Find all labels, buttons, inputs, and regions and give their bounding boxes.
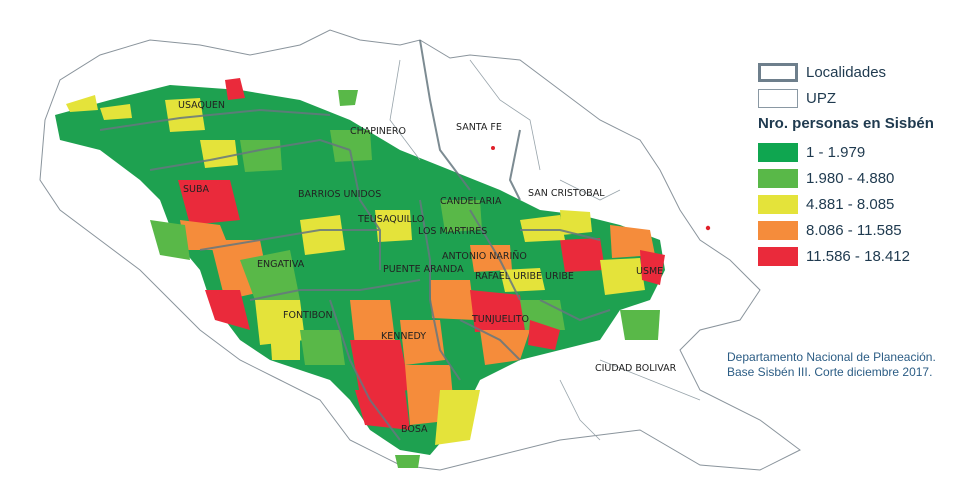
legend-label-class-2: 1.980 - 4.880 — [806, 169, 895, 187]
class-1-swatch — [758, 142, 798, 162]
locality-label-engativa: ENGATIVA — [257, 259, 305, 270]
locality-label-kennedy: KENNEDY — [381, 331, 426, 342]
upz-swatch — [758, 88, 798, 108]
legend-label-class-4: 8.086 - 11.585 — [806, 221, 902, 239]
locality-label-tunjuelito: TUNJUELITO — [471, 314, 529, 325]
locality-label-santa-fe: SANTA FE — [456, 122, 502, 133]
upz-boundaries — [389, 59, 701, 441]
source-note: Departamento Nacional de Planeación. Bas… — [727, 350, 936, 379]
locality-label-bosa: BOSA — [401, 424, 428, 435]
locality-label-fontibon: FONTIBON — [283, 310, 333, 321]
legend-label-localidades: Localidades — [806, 63, 887, 81]
locality-label-rafael-uribe-uribe: RAFAEL URIBE URIBE — [475, 271, 574, 282]
locality-label-suba: SUBA — [183, 184, 210, 195]
legend-row-class-3: 4.881 - 8.085 — [758, 192, 973, 216]
map-legend: Localidades UPZ Nro. personas en Sisbén … — [758, 60, 973, 270]
legend-title: Nro. personas en Sisbén — [758, 115, 934, 132]
legend-row-class-5: 11.586 - 18.412 — [758, 244, 973, 268]
class-2-swatch — [758, 168, 798, 188]
locality-label-los-martires: LOS MARTIRES — [418, 226, 487, 237]
urban-area-base — [55, 85, 665, 455]
locality-boundaries — [99, 39, 611, 441]
density-blocks — [66, 78, 665, 468]
legend-row-class-1: 1 - 1.979 — [758, 140, 973, 164]
class-4-swatch — [758, 220, 798, 240]
marker-dots — [491, 146, 711, 231]
locality-label-usme: USME — [636, 266, 663, 277]
locality-labels: USAQUEN CHAPINERO SANTA FE SUBA BARRIOS … — [178, 100, 677, 435]
locality-label-ciudad-bolivar: CIUDAD BOLIVAR — [595, 363, 677, 374]
legend-label-class-3: 4.881 - 8.085 — [806, 195, 895, 213]
legend-label-class-1: 1 - 1.979 — [806, 143, 866, 161]
legend-row-localidades: Localidades — [758, 60, 973, 84]
locality-label-usaquen: USAQUEN — [178, 100, 225, 111]
locality-label-teusaquillo: TEUSAQUILLO — [357, 214, 424, 225]
legend-label-class-5: 11.586 - 18.412 — [806, 247, 910, 265]
locality-label-antonio-narino: ANTONIO NARIÑO — [442, 251, 527, 262]
locality-label-candelaria: CANDELARIA — [440, 196, 502, 207]
legend-label-upz: UPZ — [806, 89, 836, 107]
class-5-swatch — [758, 246, 798, 266]
locality-label-barrios-unidos: BARRIOS UNIDOS — [298, 189, 381, 200]
legend-row-class-2: 1.980 - 4.880 — [758, 166, 973, 190]
locality-label-san-cristobal: SAN CRISTOBAL — [528, 188, 605, 199]
localidades-swatch — [758, 62, 798, 82]
locality-label-puente-aranda: PUENTE ARANDA — [383, 264, 464, 275]
locality-label-chapinero: CHAPINERO — [350, 126, 406, 137]
class-3-swatch — [758, 194, 798, 214]
legend-row-upz: UPZ — [758, 86, 973, 110]
legend-row-class-4: 8.086 - 11.585 — [758, 218, 973, 242]
